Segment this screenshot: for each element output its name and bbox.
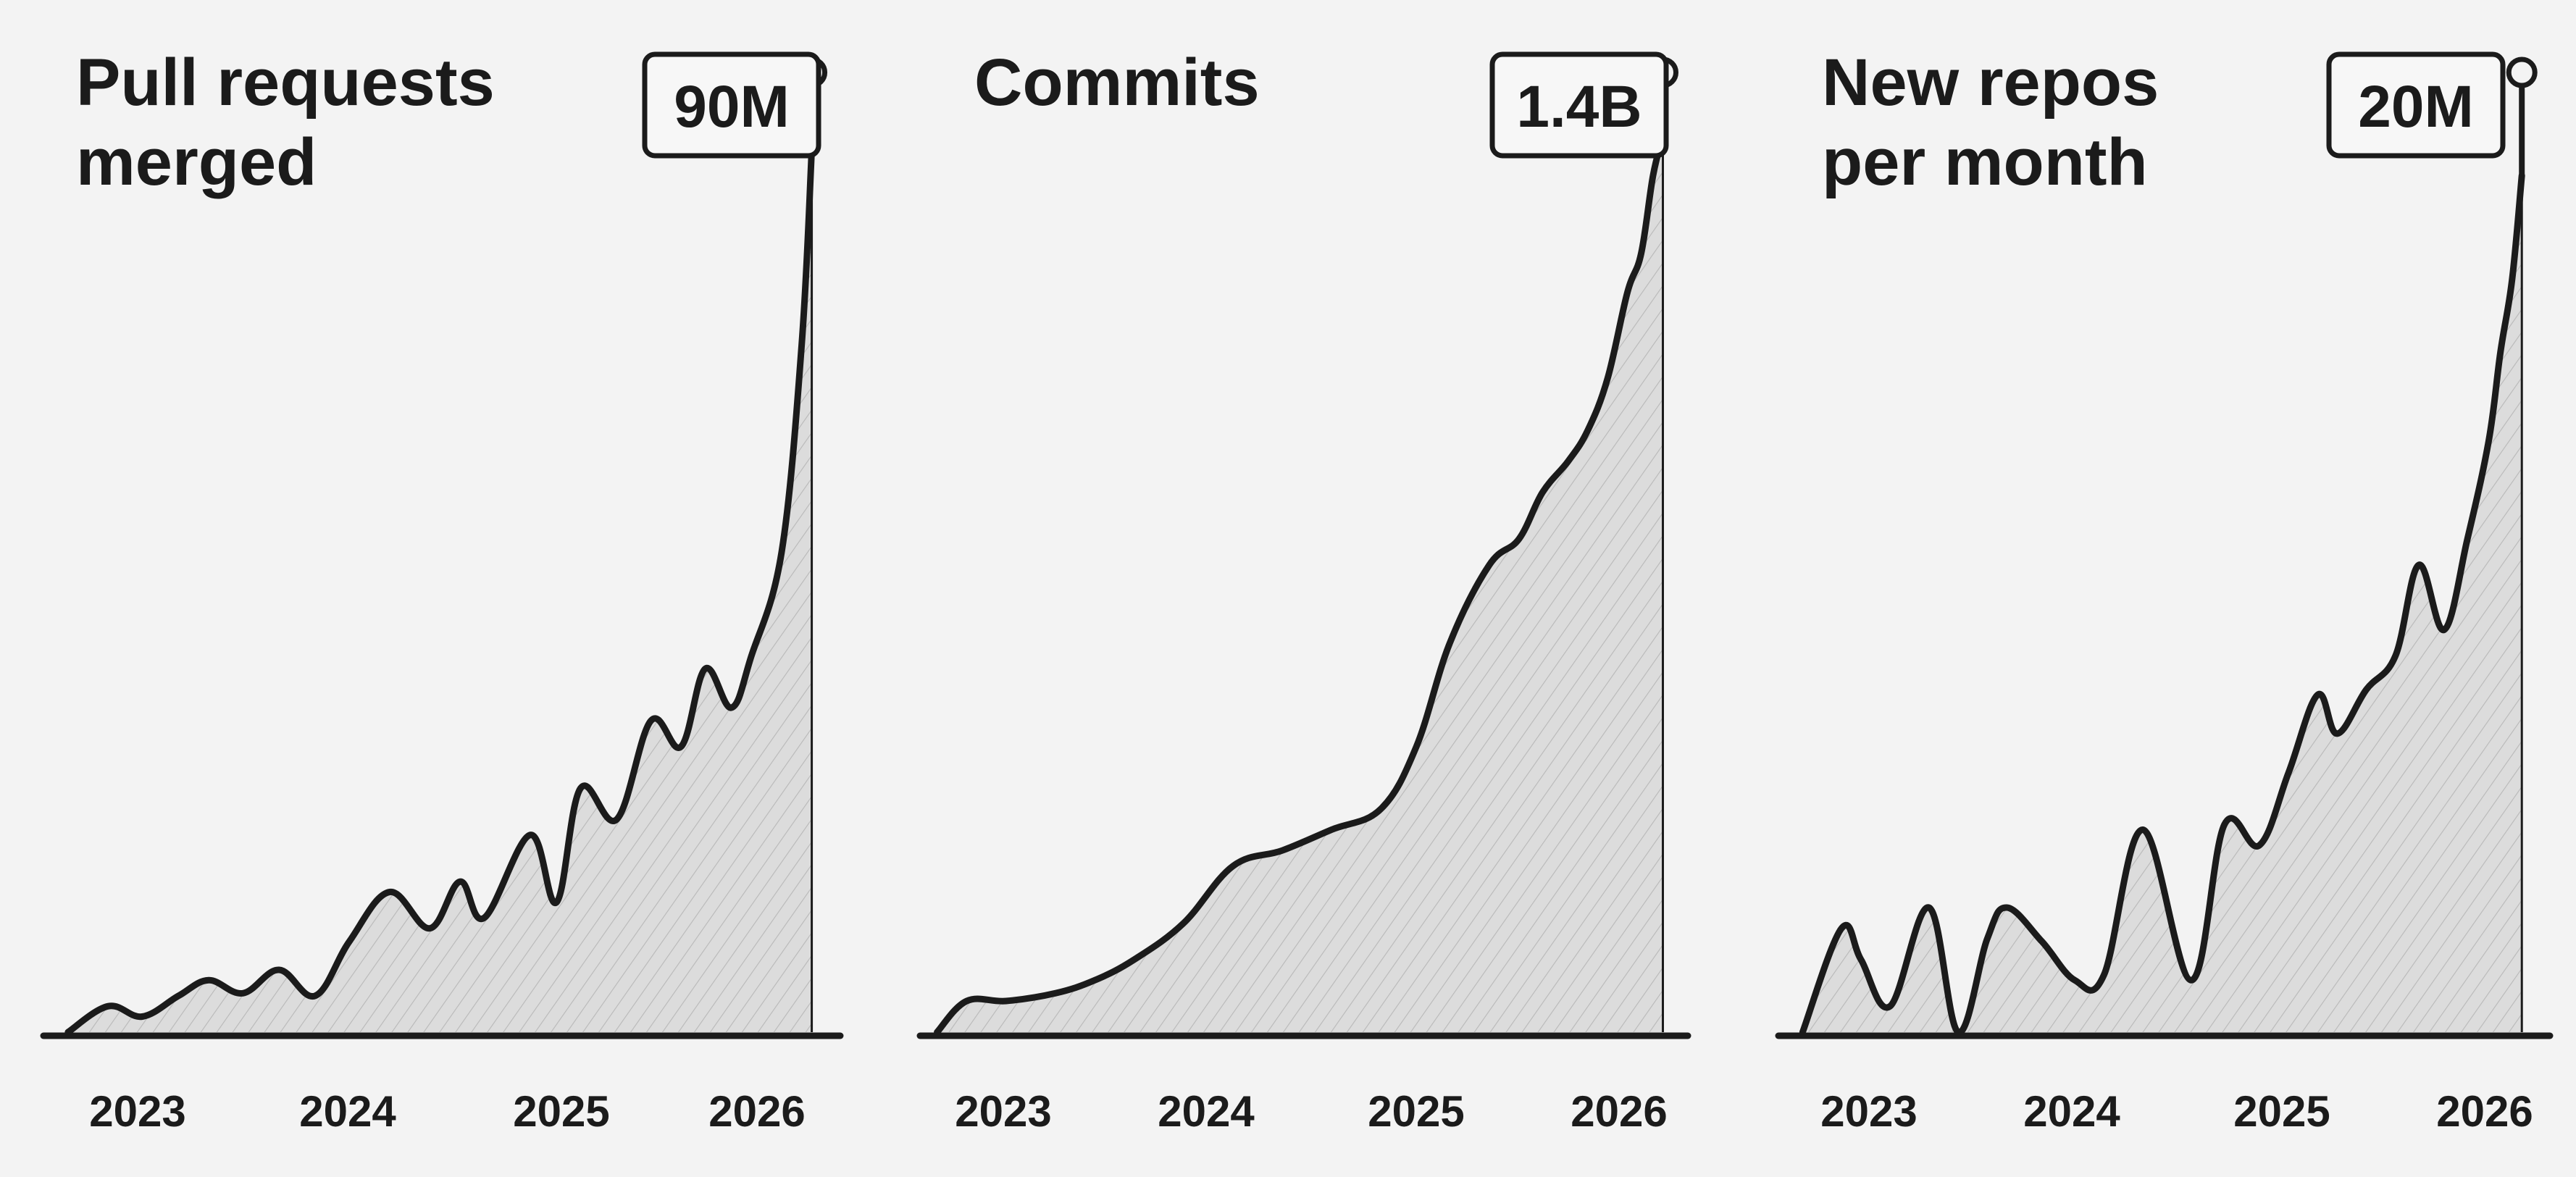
value-badge-label: 1.4B bbox=[1516, 74, 1642, 140]
x-tick-label-2024: 2024 bbox=[2023, 1087, 2120, 1136]
x-tick-label-2024: 2024 bbox=[299, 1087, 396, 1136]
x-tick-label-2023: 2023 bbox=[955, 1087, 1051, 1136]
series-line bbox=[64, 146, 816, 1036]
chart-title-line-2: merged bbox=[76, 125, 317, 199]
x-tick-label-2023: 2023 bbox=[1820, 1087, 1917, 1136]
x-tick-label-2024: 2024 bbox=[1158, 1087, 1255, 1136]
value-badge-box bbox=[2326, 51, 2506, 159]
chart-title-line-1: New repos bbox=[1822, 46, 2159, 120]
chart-panel-2: 2023 2024 2025 2026 Commits 1.4B bbox=[916, 46, 1691, 1136]
area-hatching bbox=[1802, 175, 2522, 1033]
value-badge-label: 90M bbox=[674, 74, 790, 140]
value-badge-box bbox=[1489, 51, 1669, 159]
x-tick-label-2026: 2026 bbox=[708, 1087, 805, 1136]
value-badge-label: 20M bbox=[2358, 74, 2474, 140]
x-tick-label-2025: 2025 bbox=[1368, 1087, 1464, 1136]
x-tick-label-2023: 2023 bbox=[89, 1087, 185, 1136]
area-hatching bbox=[67, 149, 812, 1033]
x-tick-label-2025: 2025 bbox=[513, 1087, 609, 1136]
chart-title-line-1: Pull requests bbox=[76, 46, 495, 120]
series-line bbox=[1799, 172, 2525, 1036]
series-line bbox=[934, 133, 1666, 1036]
x-tick-label-2025: 2025 bbox=[2233, 1087, 2330, 1136]
x-tick-label-2026: 2026 bbox=[1571, 1087, 1667, 1136]
area-hatching bbox=[937, 136, 1663, 1032]
chart-title-line-1: Commits bbox=[974, 46, 1260, 120]
value-badge-box bbox=[642, 51, 821, 159]
peak-marker bbox=[2506, 56, 2538, 88]
x-tick-label-2026: 2026 bbox=[2436, 1087, 2533, 1136]
chart-title-line-2: per month bbox=[1822, 125, 2148, 199]
